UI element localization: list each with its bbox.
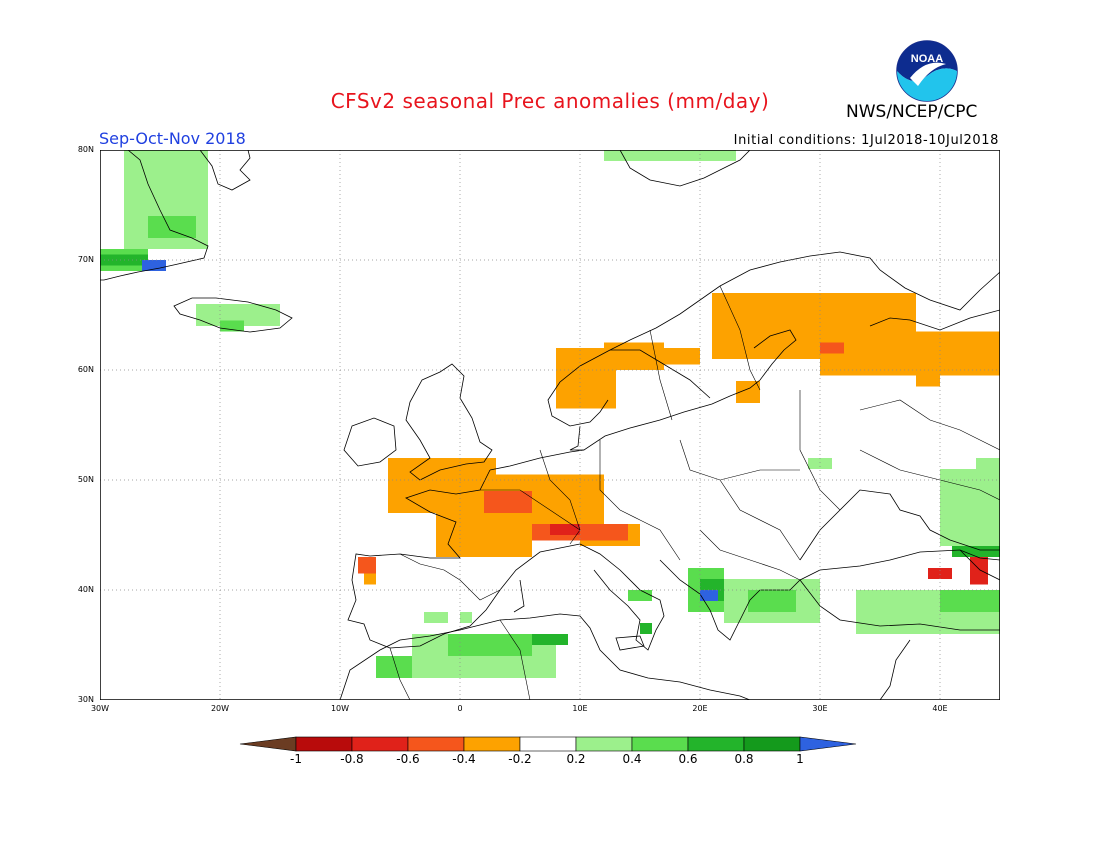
colorbar-swatch: [743, 736, 801, 752]
colorbar: [239, 736, 857, 752]
colorbar-tick-label: -0.2: [508, 752, 532, 766]
colorbar-right-arrow: [799, 736, 857, 752]
country-borders: [389, 285, 1000, 700]
lat-tick-label: 80N: [77, 145, 94, 154]
anomaly-region: [952, 546, 1000, 557]
anomaly-region: [376, 656, 412, 678]
anomaly-region: [604, 150, 736, 161]
colorbar-swatch: [519, 736, 577, 752]
colorbar-tick-label: 0.2: [566, 752, 586, 766]
lon-tick-label: 20E: [692, 704, 708, 713]
lat-tick-label: 60N: [77, 365, 94, 374]
colorbar-swatch: [351, 736, 409, 752]
lat-tick-label: 70N: [77, 255, 94, 264]
anomaly-region: [448, 634, 532, 656]
logo-text: NOAA: [911, 53, 943, 65]
lon-tick-label: 30W: [90, 704, 110, 713]
colorbar-tick-label: 0.4: [622, 752, 642, 766]
lat-tick-label: 50N: [77, 475, 94, 484]
anomaly-region: [532, 634, 568, 645]
anomaly-region: [664, 348, 700, 365]
colorbar-swatch: [407, 736, 465, 752]
colorbar-tick-label: -0.4: [452, 752, 476, 766]
anomaly-cell: [700, 590, 718, 601]
anomaly-region: [460, 612, 472, 623]
anomaly-region: [820, 293, 916, 337]
colorbar-tick-label: 0.6: [678, 752, 698, 766]
colorbar-swatch: [575, 736, 633, 752]
anomaly-region: [220, 320, 244, 332]
colorbar-swatch: [463, 736, 521, 752]
anomaly-region: [196, 304, 280, 326]
lat-tick-label: 40N: [77, 585, 94, 594]
anomaly-region: [808, 458, 832, 469]
anomaly-cell: [484, 491, 532, 513]
colorbar-tick-label: 0.8: [734, 752, 754, 766]
season-label: Sep-Oct-Nov 2018: [99, 129, 246, 148]
anomaly-region: [916, 364, 940, 387]
noaa-logo: NOAA: [896, 40, 958, 102]
anomaly-region: [604, 342, 664, 370]
anomaly-region: [940, 590, 1000, 612]
anomaly-region: [640, 623, 652, 634]
anomaly-region: [628, 590, 652, 601]
lat-tick-label: 30N: [77, 695, 94, 704]
colorbar-left-arrow: [239, 736, 297, 752]
lon-tick-label: 20W: [210, 704, 230, 713]
initial-conditions-label: Initial conditions: 1Jul2018-10Jul2018: [733, 133, 999, 148]
lon-tick-label: 10E: [572, 704, 588, 713]
anomaly-region: [388, 458, 496, 513]
anomaly-cell: [142, 260, 166, 271]
anomaly-region: [736, 381, 760, 403]
anomaly-cell: [970, 557, 988, 585]
colorbar-tick-label: -1: [290, 752, 302, 766]
anomaly-region: [712, 293, 820, 359]
anomaly-map: [100, 150, 1000, 700]
anomaly-cell: [820, 342, 844, 354]
anomaly-region: [748, 590, 796, 612]
anomaly-region: [976, 458, 1000, 469]
anomaly-region: [820, 331, 1000, 376]
colorbar-tick-label: -0.6: [396, 752, 420, 766]
chart-title: CFSv2 seasonal Prec anomalies (mm/day): [330, 89, 770, 113]
colorbar-swatch: [631, 736, 689, 752]
agency-label: NWS/NCEP/CPC: [846, 102, 978, 122]
colorbar-tick-label: 1: [796, 752, 804, 766]
lon-tick-label: 40E: [932, 704, 948, 713]
anomaly-region: [940, 469, 1000, 546]
lon-tick-label: 0: [457, 704, 463, 713]
anomaly-region: [148, 216, 196, 238]
colorbar-tick-label: -0.8: [340, 752, 364, 766]
anomaly-cell: [928, 568, 952, 579]
colorbar-swatch: [295, 736, 353, 752]
lon-tick-label: 10W: [330, 704, 350, 713]
lon-tick-label: 30E: [812, 704, 828, 713]
anomaly-cells: [100, 150, 1000, 678]
anomaly-cell: [550, 524, 580, 535]
anomaly-cell: [358, 557, 376, 574]
colorbar-swatch: [687, 736, 745, 752]
anomaly-region: [424, 612, 448, 623]
coastlines: [100, 150, 1000, 700]
